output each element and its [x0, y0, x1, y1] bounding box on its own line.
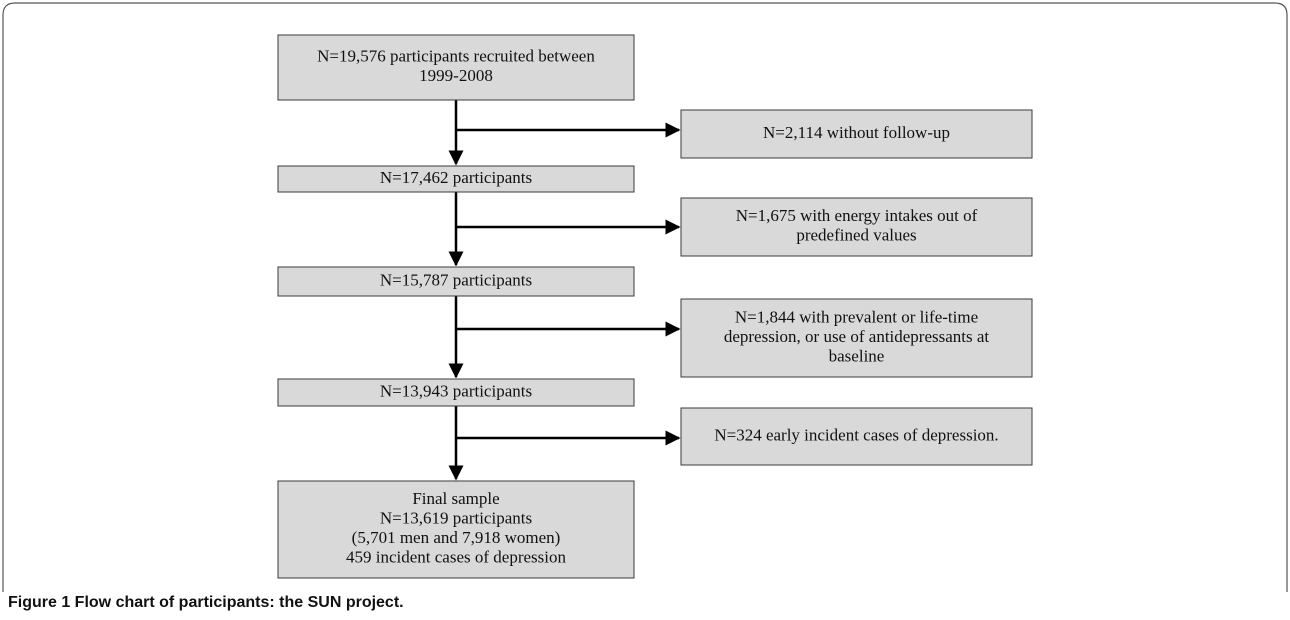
node-text: N=1,675 with energy intakes out of — [736, 206, 978, 225]
node: N=15,787 participants — [277, 266, 635, 297]
node-text: N=13,619 participants — [380, 509, 532, 528]
node-box — [680, 197, 1033, 257]
node-text: N=1,844 with prevalent or life-time — [735, 307, 978, 326]
node-text: Final sample — [412, 489, 499, 508]
node-text: 1999-2008 — [419, 66, 493, 85]
nodes: N=19,576 participants recruited between1… — [277, 34, 1033, 579]
node-box — [680, 298, 1033, 378]
figure-border — [2, 2, 1288, 592]
node-text: predefined values — [796, 226, 916, 245]
node-text: N=15,787 participants — [380, 270, 532, 289]
node-box — [277, 378, 635, 407]
node: N=19,576 participants recruited between1… — [277, 34, 635, 101]
node: N=1,844 with prevalent or life-timedepre… — [680, 298, 1033, 378]
node-text: N=17,462 participants — [380, 168, 532, 187]
node-box — [277, 266, 635, 297]
node: N=324 early incident cases of depression… — [680, 407, 1033, 466]
node: N=13,943 participants — [277, 378, 635, 407]
node-text: N=324 early incident cases of depression… — [714, 425, 998, 444]
node-text: N=2,114 without follow-up — [763, 123, 950, 142]
node-box — [277, 480, 635, 579]
node-text: baseline — [829, 346, 885, 365]
caption: Figure 1 Flow chart of participants: the… — [8, 594, 404, 611]
node-text: N=13,943 participants — [380, 381, 532, 400]
arrows — [448, 100, 681, 481]
node-box — [680, 407, 1033, 466]
node-text: N=19,576 participants recruited between — [317, 47, 595, 66]
node-box — [680, 109, 1033, 159]
node-box — [277, 34, 635, 101]
node-text: 459 incident cases of depression — [346, 548, 566, 567]
node: N=2,114 without follow-up — [680, 109, 1033, 159]
node: N=17,462 participants — [277, 165, 635, 193]
node-box — [277, 165, 635, 193]
node-text: (5,701 men and 7,918 women) — [352, 528, 561, 547]
node: N=1,675 with energy intakes out ofpredef… — [680, 197, 1033, 257]
node-text: depression, or use of antidepressants at — [724, 327, 990, 346]
